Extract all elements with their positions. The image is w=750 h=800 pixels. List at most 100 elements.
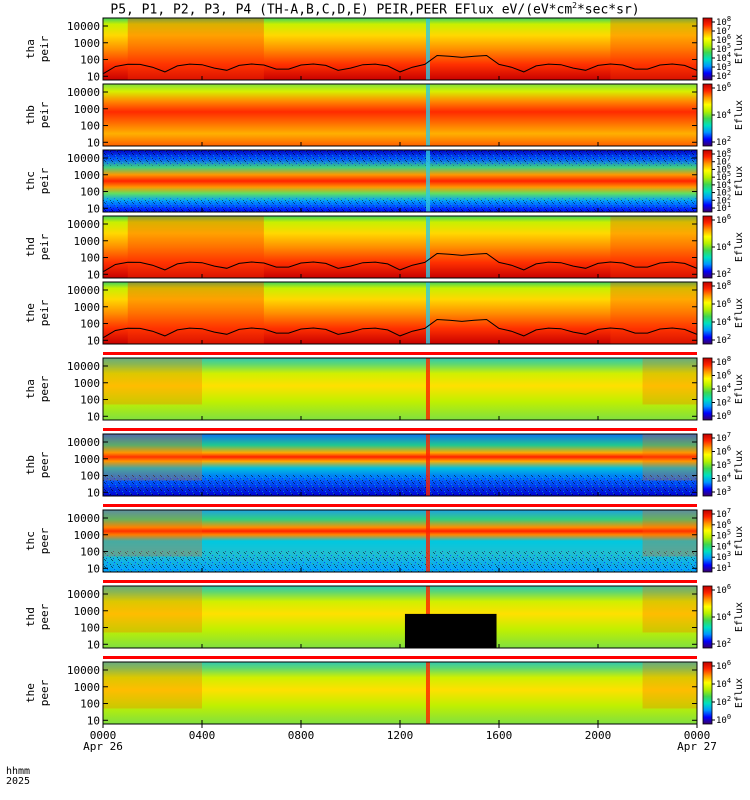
panel-tha-peer-late-enhancement	[642, 358, 697, 405]
panel-thd-peer-colorbar-tick-label: 102	[716, 637, 731, 650]
panel-thc-peir-ytick-label: 100	[80, 186, 100, 199]
date-label: Apr 26	[83, 740, 123, 753]
panel-thb-peer-ytick-label: 100	[80, 470, 100, 483]
panel-the-peir-ytick-label: 100	[80, 318, 100, 331]
panel-thd-peer-ytick-label: 10	[87, 638, 100, 651]
panel-tha-peir-colorbar-exponent: 8	[727, 15, 731, 23]
panel-tha-peir-colorbar-exponent: 5	[727, 42, 731, 50]
panel-thc-peir-colorbar-exponent: 2	[727, 193, 731, 201]
panel-the-peir-colorbar	[702, 281, 713, 345]
panel-thc-peir-noise-speckle-low	[103, 198, 697, 212]
panel-the-peir-boundary-curve	[102, 318, 698, 339]
panel-thd-peer-colorbar-label: Eflux	[734, 602, 745, 632]
panel-thb-peir-ytick-label: 10000	[67, 86, 100, 99]
panel-tha-peir-ylabel-species: peir	[38, 35, 51, 62]
panel-thc-peir-colorbar-exponent: 4	[727, 178, 731, 186]
panel-thd-peir-colorbar-tick-label: 106	[716, 213, 731, 226]
date-label: Apr 27	[677, 740, 717, 753]
panel-the-peer-ytick-label: 1000	[74, 681, 101, 694]
panel-thb-peir-transient-streak	[425, 84, 430, 146]
panel-tha-peer-colorbar-exponent: 6	[727, 369, 731, 377]
panel-thb-peir-ytick-label: 10	[87, 136, 100, 149]
panel-thd-peir-colorbar-label: Eflux	[734, 232, 745, 262]
panel-thd-peer-colorbar-exponent: 6	[727, 583, 731, 591]
panel-the-peer-colorbar	[702, 661, 713, 725]
panel-tha-peir-hot-interval-late	[610, 18, 697, 80]
panel-thb-peer-ytick-label: 10000	[67, 436, 100, 449]
panel-the-peir-colorbar-tick-label: 106	[716, 297, 731, 310]
title-superscript: 2	[572, 1, 577, 10]
panel-thd-peer-colorbar-exponent: 4	[727, 610, 731, 618]
panel-thc-peir-noise-speckle	[103, 150, 697, 166]
panel-the-peir-colorbar-exponent: 6	[727, 297, 731, 305]
panel-thc-peer-colorbar	[702, 509, 713, 573]
panel-tha-peer-colorbar-exponent: 8	[727, 355, 731, 363]
panel-thd-peir-ytick-label: 10000	[67, 218, 100, 231]
panel-thb-peer-colorbar	[702, 433, 713, 497]
time-axis-row-label: hhmm	[6, 766, 31, 777]
time-axis-tick-label: 0000	[90, 729, 117, 742]
panel-thd-peer-ytick-label: 100	[80, 622, 100, 635]
panel-the-peir-ytick-label: 1000	[74, 301, 101, 314]
title-text-tail: *sec*sr)	[576, 2, 640, 18]
panel-thb-peer-ytick-label: 1000	[74, 453, 101, 466]
panel-the-peer-quality-flag-bar	[103, 656, 697, 659]
year-label: 2025	[6, 776, 31, 787]
panel-the-peir-colorbar-exponent: 8	[727, 279, 731, 287]
panel-tha-peir-ytick-label: 100	[80, 54, 100, 67]
panel-thd-peer-ylabel-species: peer	[38, 603, 51, 630]
panel-thb-peir-colorbar-exponent: 2	[727, 135, 731, 143]
panel-thb-peir-spectrogram	[103, 84, 697, 146]
panel-thd-peer-colorbar-exponent: 2	[727, 637, 731, 645]
panel-tha-peer-quality-flag-bar	[103, 352, 697, 355]
panel-tha-peer-colorbar-exponent: 2	[727, 396, 731, 404]
panel-tha-peir-colorbar-exponent: 2	[727, 69, 731, 77]
panel-thb-peer-quality-flag-bar	[103, 428, 697, 431]
panel-thc-peer-noise-speckle	[103, 550, 697, 572]
panel-thc-peer-early-enhancement	[103, 510, 202, 557]
panel-thb-peer-colorbar-tick-label: 105	[716, 458, 731, 471]
panel-thc-peer-ylabel-species: peer	[38, 527, 51, 554]
panel-thc-peer-colorbar-exponent: 5	[727, 529, 731, 537]
panel-thc-peir-colorbar-exponent: 7	[727, 155, 731, 163]
panel-tha-peer-colorbar-tick-label: 108	[716, 355, 731, 368]
panel-thd-peir-colorbar-exponent: 6	[727, 213, 731, 221]
panel-thb-peir-ytick-label: 100	[80, 120, 100, 133]
panel-thb-peer-colorbar-exponent: 7	[727, 431, 731, 439]
panel-the-peir-colorbar-exponent: 2	[727, 333, 731, 341]
panel-tha-peir-ylabel-probe: tha	[24, 39, 37, 59]
panel-tha-peir-colorbar	[702, 17, 713, 81]
panel-tha-peer-colorbar-label: Eflux	[734, 374, 745, 404]
panel-tha-peir-colorbar-exponent: 3	[727, 60, 731, 68]
panel-the-peer-colorbar-tick-label: 100	[716, 713, 731, 726]
panel-tha-peir-transient-streak	[425, 18, 430, 80]
panel-tha-peer-ytick-label: 100	[80, 394, 100, 407]
panel-the-peir-colorbar-tick-label: 102	[716, 333, 731, 346]
panel-thb-peer-ytick-label: 10	[87, 486, 100, 499]
panel-the-peer-ylabel-probe: the	[24, 683, 37, 703]
panel-the-peer-colorbar-exponent: 2	[727, 695, 731, 703]
panel-thd-peir-ytick-label: 1000	[74, 235, 101, 248]
panel-thc-peer-ytick-label: 100	[80, 546, 100, 559]
panel-the-peer-transient-streak	[425, 662, 430, 724]
panel-thd-peir-transient-streak	[425, 216, 430, 278]
panel-thd-peir-colorbar	[702, 215, 713, 279]
panel-thc-peir-colorbar	[702, 149, 713, 213]
panel-thd-peer-colorbar	[702, 585, 713, 649]
panel-thd-peir-colorbar-exponent: 2	[727, 267, 731, 275]
panel-thd-peir-boundary-curve	[102, 252, 698, 273]
panel-tha-peer-ylabel-species: peer	[38, 375, 51, 402]
panel-thd-peir-hot-interval-late	[610, 216, 697, 278]
panel-thc-peir-colorbar-exponent: 1	[727, 201, 731, 209]
panel-the-peir-spectrogram	[103, 282, 697, 344]
panel-thb-peir-colorbar-exponent: 6	[727, 81, 731, 89]
panel-the-peer-colorbar-label: Eflux	[734, 678, 745, 708]
panel-thd-peer-colorbar-tick-label: 104	[716, 610, 731, 623]
panel-thc-peer-colorbar-exponent: 3	[727, 550, 731, 558]
title-text: P5, P1, P2, P3, P4 (TH-A,B,C,D,E) PEIR,P…	[110, 2, 573, 18]
panel-the-peer-late-enhancement	[642, 662, 697, 709]
panel-tha-peir-ytick-label: 1000	[74, 37, 101, 50]
panel-thb-peer-colorbar-tick-label: 107	[716, 431, 731, 444]
